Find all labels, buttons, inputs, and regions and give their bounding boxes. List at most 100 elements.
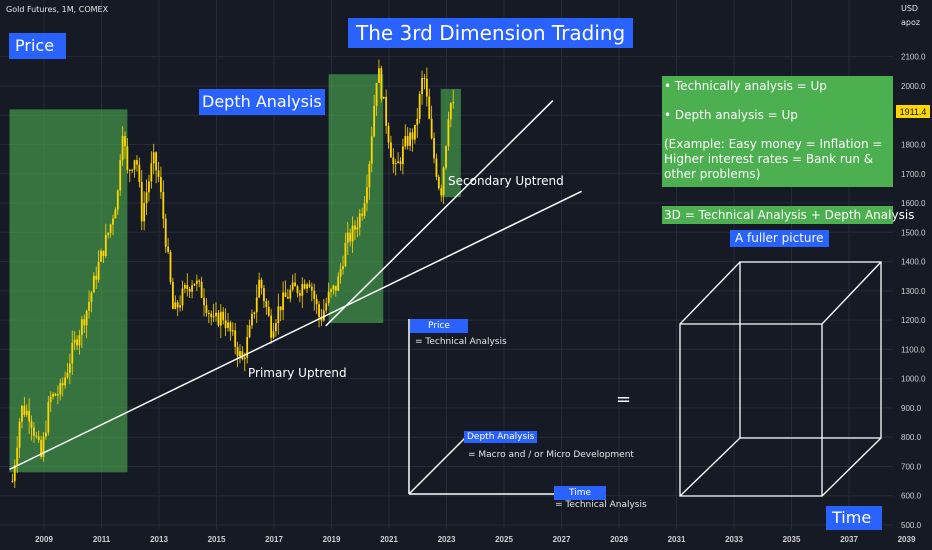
time-annotation: Time	[826, 506, 882, 530]
candle-body	[73, 339, 76, 343]
candle-body	[445, 146, 447, 168]
candle-body	[183, 285, 186, 289]
candle-body	[354, 225, 356, 230]
price-annotation: Price	[9, 33, 66, 59]
x-tick-label: 2027	[553, 535, 571, 544]
candle-body	[217, 312, 220, 326]
y-tick-label: 2000.0	[901, 82, 926, 91]
candle-body	[243, 357, 246, 360]
candle-body	[253, 312, 256, 314]
candle-body	[203, 297, 205, 306]
candle-body	[124, 136, 126, 147]
candle-body	[313, 290, 316, 299]
candle-body	[425, 78, 428, 97]
x-tick-label: 2023	[438, 535, 456, 544]
candle-body	[59, 383, 62, 395]
candle-body	[423, 77, 426, 79]
trendline	[325, 100, 554, 327]
diagram-depth-axis	[408, 436, 467, 495]
candle-body	[222, 311, 225, 321]
depth-zone	[328, 74, 384, 324]
candle-body	[298, 293, 301, 296]
candle-body	[104, 234, 107, 256]
candle-body	[315, 298, 318, 305]
candle-body	[430, 118, 433, 139]
depth-zone	[9, 109, 128, 473]
price-axis[interactable]: 500.0 600.0 700.0 800.0 900.0 1000.0 1100.0 120…	[893, 0, 932, 550]
candle-body	[390, 142, 392, 158]
candle-body	[88, 301, 90, 311]
candle-body	[327, 291, 330, 304]
secondary-uptrend-label: Secondary Uptrend	[448, 174, 564, 188]
candle-body	[28, 410, 31, 422]
candle-body	[401, 146, 404, 165]
candle-body	[380, 68, 383, 99]
candle-body	[279, 306, 282, 311]
candle-body	[310, 286, 313, 291]
candle-body	[318, 304, 320, 318]
candle-body	[291, 282, 294, 290]
candle-body	[296, 286, 299, 294]
x-tick-label: 2009	[35, 535, 53, 544]
x-tick-label: 2025	[495, 535, 513, 544]
y-tick-label: 900.0	[901, 404, 922, 413]
candle-body	[164, 218, 167, 247]
candle-body	[188, 289, 191, 292]
diagram-time-label: Time	[554, 486, 606, 500]
candle-body	[30, 421, 33, 428]
candle-body	[167, 246, 170, 252]
diagram-depth-desc: = Macro and / or Micro Development	[468, 450, 634, 460]
candle-body	[303, 284, 306, 289]
candle-body	[18, 421, 21, 448]
candle-body	[349, 232, 352, 242]
y-tick-label: 1200.0	[901, 316, 926, 325]
candle-body	[382, 96, 385, 99]
y-tick-label: 700.0	[901, 462, 922, 471]
candle-body	[179, 305, 181, 308]
candle-body	[66, 372, 69, 378]
candle-body	[83, 319, 86, 326]
candle-body	[215, 312, 217, 317]
diagram-depth-label: Depth Analysis	[464, 431, 538, 443]
candle-body	[150, 163, 153, 182]
candle-body	[64, 377, 66, 386]
candle-body	[198, 280, 201, 282]
candle-body	[392, 157, 395, 164]
candle-body	[176, 302, 179, 308]
candle-body	[42, 436, 45, 457]
candle-body	[116, 190, 119, 210]
candle-body	[346, 232, 349, 243]
candle-body	[13, 465, 16, 482]
x-tick-label: 2021	[380, 535, 398, 544]
candle-body	[231, 330, 234, 332]
candle-body	[54, 393, 57, 396]
x-tick-label: 2019	[323, 535, 341, 544]
candle-body	[239, 351, 241, 357]
candle-body	[174, 302, 177, 309]
price-axis-background	[893, 0, 932, 550]
candle-body	[286, 296, 289, 299]
candle-body	[246, 337, 249, 358]
candle-body	[49, 396, 52, 403]
formula-box: 3D = Technical Analysis + Depth Analysis	[662, 206, 915, 224]
time-axis[interactable]: 2009 2011 2013 2015 2017 2019 2021 2023 2025 2027…	[35, 535, 916, 544]
candle-body	[358, 213, 361, 228]
candle-body	[406, 136, 409, 146]
candle-body	[109, 224, 112, 233]
candle-body	[387, 125, 390, 143]
candle-body	[169, 251, 172, 282]
y-tick-label: 600.0	[901, 492, 922, 501]
candle-body	[207, 313, 210, 315]
candle-body	[447, 119, 450, 147]
candle-body	[212, 316, 215, 318]
candle-body	[152, 152, 155, 164]
y-tick-label: 1700.0	[901, 170, 926, 179]
candle-body	[205, 305, 208, 314]
candle-body	[308, 284, 311, 287]
x-tick-label: 2037	[840, 535, 858, 544]
candle-body	[284, 292, 287, 297]
x-tick-label: 2029	[610, 535, 628, 544]
candle-body	[385, 96, 388, 126]
candle-body	[363, 202, 366, 216]
candle-body	[258, 279, 261, 298]
